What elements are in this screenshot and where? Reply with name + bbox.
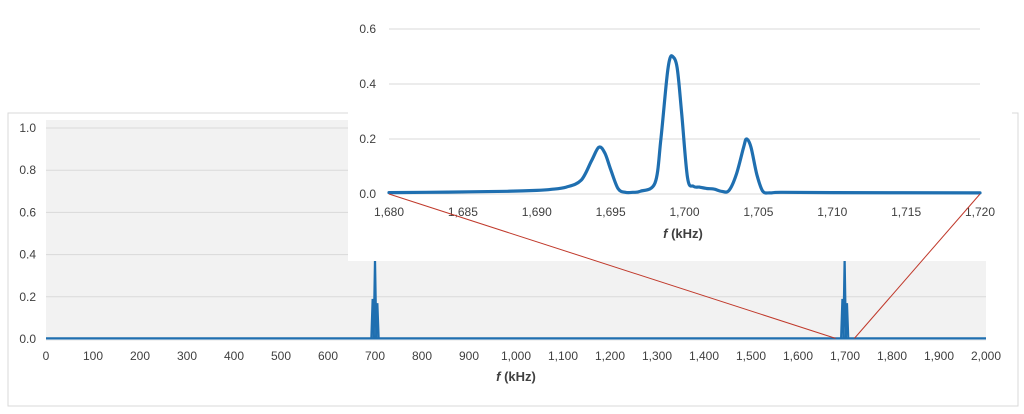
zoom-connector-lines: [388, 193, 981, 339]
main-peak: [844, 303, 850, 339]
main-y-tick-label: 0.6: [19, 205, 36, 219]
main-x-tick-label: 400: [224, 349, 244, 363]
main-x-tick-label: 2,000: [971, 349, 1001, 363]
main-x-tick-label: 700: [365, 349, 385, 363]
inset-y-tick-label: 0.4: [359, 77, 376, 91]
main-x-tick-label: 1,700: [830, 349, 860, 363]
main-x-axis-unit: (kHz): [500, 369, 535, 384]
inset-x-axis-unit: (kHz): [667, 226, 702, 241]
main-x-tick-label: 1,300: [642, 349, 672, 363]
main-x-tick-label: 0: [43, 349, 50, 363]
inset-x-tick-label: 1,705: [743, 205, 773, 219]
inset-y-tick-label: 0.6: [359, 22, 376, 36]
inset-x-tick-label: 1,685: [448, 205, 478, 219]
main-x-tick-label: 500: [271, 349, 291, 363]
inset-x-tick-label: 1,710: [817, 205, 847, 219]
inset-y-tick-label: 0.2: [359, 132, 376, 146]
zoom-connector-right: [854, 193, 981, 339]
main-y-tick-label: 0.8: [19, 163, 36, 177]
main-y-tick-label: 0.0: [19, 332, 36, 346]
inset-x-tick-label: 1,700: [669, 205, 699, 219]
main-x-tick-label: 1,900: [924, 349, 954, 363]
main-x-tick-label: 300: [177, 349, 197, 363]
main-x-tick-label: 200: [130, 349, 150, 363]
main-x-tick-label: 1,400: [689, 349, 719, 363]
main-x-tick-label: 1,500: [736, 349, 766, 363]
inset-series-line: [387, 54, 982, 195]
main-peak: [374, 303, 380, 339]
main-y-tick-labels: 0.0 0.2 0.4 0.6 0.8 1.0: [19, 121, 36, 346]
main-x-tick-label: 900: [459, 349, 479, 363]
inset-y-tick-label: 0.0: [359, 187, 376, 201]
inset-chart-area: [348, 0, 1012, 261]
main-x-tick-label: 1,200: [595, 349, 625, 363]
main-x-tick-label: 1,600: [783, 349, 813, 363]
inset-x-tick-label: 1,720: [965, 205, 995, 219]
main-y-tick-label: 0.2: [19, 290, 36, 304]
inset-x-tick-label: 1,715: [891, 205, 921, 219]
main-x-tick-label: 600: [318, 349, 338, 363]
main-x-axis-var: f: [496, 369, 502, 384]
main-y-tick-label: 0.4: [19, 248, 36, 262]
zoom-connector-left: [388, 193, 836, 339]
main-x-tick-label: 1,000: [501, 349, 531, 363]
main-x-tick-label: 100: [83, 349, 103, 363]
inset-y-tick-labels: 0.0 0.2 0.4 0.6: [359, 22, 376, 201]
inset-x-tick-labels: 1,680 1,685 1,690 1,695 1,700 1,705 1,710 1,715…: [374, 205, 995, 219]
inset-x-axis-var: f: [663, 226, 669, 241]
main-x-axis-title: f (kHz): [496, 369, 536, 384]
main-y-tick-label: 1.0: [19, 121, 36, 135]
main-x-tick-labels: 0 100 200 300 400 500 600 700 800 900 1,000 1,100 1,…: [43, 349, 1002, 363]
main-x-tick-label: 1,800: [877, 349, 907, 363]
main-x-tick-label: 1,100: [548, 349, 578, 363]
inset-x-tick-label: 1,695: [596, 205, 626, 219]
inset-x-axis-title: f (kHz): [663, 226, 703, 241]
inset-zoom-chart: 1,680 1,685 1,690 1,695 1,700 1,705 1,710 1,715…: [348, 0, 1012, 261]
inset-x-tick-label: 1,680: [374, 205, 404, 219]
inset-x-tick-label: 1,690: [522, 205, 552, 219]
main-x-tick-label: 800: [412, 349, 432, 363]
